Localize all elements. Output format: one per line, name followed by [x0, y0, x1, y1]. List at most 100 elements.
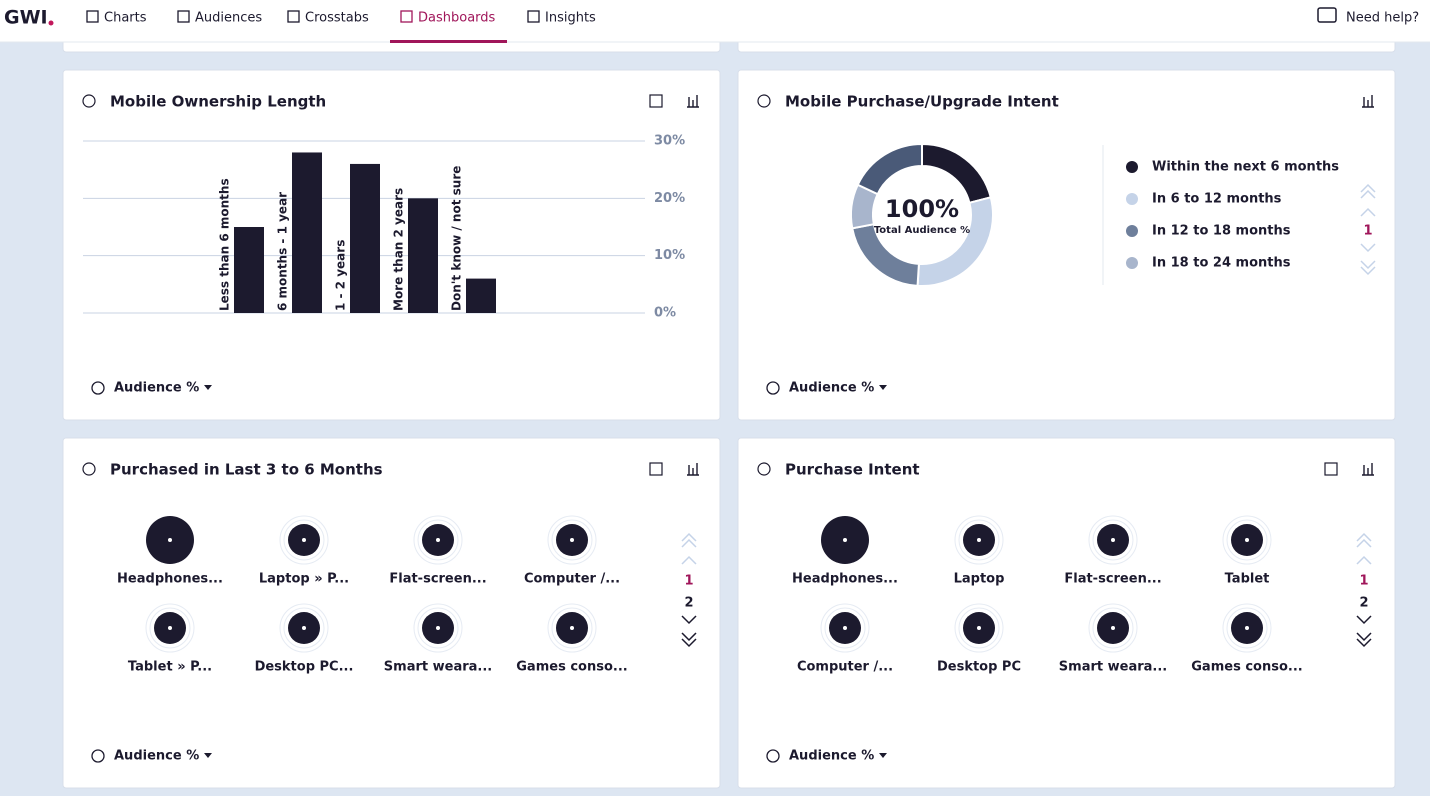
pager-up[interactable] — [1360, 183, 1376, 199]
metric-dropdown[interactable]: Audience % — [789, 381, 874, 396]
nav-icon — [86, 10, 99, 23]
item-ring — [413, 515, 463, 565]
bar[interactable] — [408, 198, 438, 313]
item-ring — [547, 515, 597, 565]
nav-item[interactable]: Audiences — [195, 11, 262, 26]
item-label: Smart weara... — [384, 660, 492, 675]
dropdown-caret[interactable] — [879, 753, 887, 758]
donut-center-value: 100% — [885, 195, 959, 223]
item-dot — [436, 538, 440, 542]
logo[interactable]: GWI — [4, 7, 48, 29]
item-label: Smart weara... — [1059, 660, 1167, 675]
help-link[interactable]: Need help? — [1346, 11, 1419, 26]
pager-down[interactable] — [1356, 632, 1372, 648]
item-ring — [413, 603, 463, 653]
bar[interactable] — [234, 227, 264, 313]
pager-page[interactable]: 1 — [1363, 224, 1372, 239]
panel-title: Purchase Intent — [785, 461, 920, 479]
item-label: Flat-screen... — [389, 572, 486, 587]
pager-page[interactable]: 1 — [684, 574, 693, 589]
panel-title: Mobile Purchase/Upgrade Intent — [785, 93, 1059, 111]
pager-up[interactable] — [1360, 207, 1376, 217]
item-ring — [551, 519, 593, 561]
dropdown-caret[interactable] — [879, 385, 887, 390]
help-icon[interactable] — [1317, 7, 1337, 23]
item-ring — [145, 603, 195, 653]
metric-icon[interactable] — [91, 749, 105, 763]
dropdown-caret[interactable] — [204, 385, 212, 390]
metric-dropdown[interactable]: Audience % — [114, 749, 199, 764]
chart-view-button[interactable] — [687, 463, 699, 476]
panel-card — [737, 437, 1396, 789]
y-tick-label: 10% — [654, 248, 685, 263]
chart-view-button[interactable] — [1362, 463, 1374, 476]
item-ring — [283, 519, 325, 561]
panel: Mobile Purchase/Upgrade Intent Audience %… — [737, 69, 1396, 421]
nav-item[interactable]: Insights — [545, 11, 596, 26]
pager-down[interactable] — [1360, 243, 1376, 253]
legend-swatch — [1126, 161, 1138, 173]
panels: Mobile Ownership Length Audience % 0% 10% 20… — [62, 69, 1396, 789]
info-icon[interactable] — [82, 94, 96, 108]
pager-page[interactable]: 2 — [1359, 596, 1368, 611]
info-icon[interactable] — [757, 94, 771, 108]
nav-item[interactable]: Crosstabs — [305, 11, 369, 26]
pager-down[interactable] — [681, 615, 697, 625]
item-label: Tablet — [1225, 572, 1270, 587]
nav-icon — [400, 10, 413, 23]
item-dot — [168, 626, 172, 630]
item-ring — [954, 603, 1004, 653]
info-icon[interactable] — [82, 462, 96, 476]
pager-down[interactable] — [1356, 615, 1372, 625]
legend-label[interactable]: In 6 to 12 months — [1152, 192, 1282, 207]
table-view-button[interactable] — [649, 94, 663, 108]
pager-page[interactable]: 2 — [684, 596, 693, 611]
table-view-button[interactable] — [649, 462, 663, 476]
nav-icon — [287, 10, 300, 23]
pager-page[interactable]: 1 — [1359, 574, 1368, 589]
nav-item[interactable]: Dashboards — [418, 11, 496, 26]
item-label: Computer /... — [797, 660, 893, 675]
pager-up[interactable] — [1356, 532, 1372, 548]
legend-label[interactable]: In 12 to 18 months — [1152, 224, 1291, 239]
item-ring — [1222, 603, 1272, 653]
metric-icon[interactable] — [766, 381, 780, 395]
bar[interactable] — [292, 152, 322, 313]
nav-item[interactable]: Charts — [104, 11, 147, 26]
table-view-button[interactable] — [1324, 462, 1338, 476]
metric-dropdown[interactable]: Audience % — [114, 381, 199, 396]
item-dot — [977, 538, 981, 542]
info-icon[interactable] — [757, 462, 771, 476]
donut-segment[interactable] — [856, 142, 923, 196]
bar-category-label: Don't know / not sure — [450, 166, 464, 311]
metric-icon[interactable] — [766, 749, 780, 763]
item-ring — [1092, 607, 1134, 649]
item-dot — [1111, 626, 1115, 630]
nav-bar — [0, 0, 1430, 42]
legend-label[interactable]: Within the next 6 months — [1152, 160, 1339, 175]
item-ring — [1222, 515, 1272, 565]
chart-view-button[interactable] — [687, 95, 699, 108]
dropdown-caret[interactable] — [204, 753, 212, 758]
chart-view-button[interactable] — [1362, 95, 1374, 108]
bar[interactable] — [350, 163, 380, 313]
legend-label[interactable]: In 18 to 24 months — [1152, 256, 1291, 271]
metric-dropdown[interactable]: Audience % — [789, 749, 874, 764]
bar[interactable] — [466, 278, 496, 313]
panel-title: Purchased in Last 3 to 6 Months — [110, 461, 383, 479]
pager-up[interactable] — [681, 532, 697, 548]
panel-card — [62, 437, 721, 789]
pager-down[interactable] — [1360, 260, 1376, 276]
metric-icon[interactable] — [91, 381, 105, 395]
pager-up[interactable] — [1356, 555, 1372, 565]
item-ring — [1088, 515, 1138, 565]
bar-category-label: 6 months - 1 year — [276, 192, 290, 311]
pager-down[interactable] — [681, 632, 697, 648]
pager-up[interactable] — [681, 555, 697, 565]
item-ring — [1226, 607, 1268, 649]
y-tick-label: 0% — [654, 306, 676, 321]
item-ring — [283, 607, 325, 649]
donut-center-label: Total Audience % — [874, 225, 970, 236]
item-dot — [843, 626, 847, 630]
